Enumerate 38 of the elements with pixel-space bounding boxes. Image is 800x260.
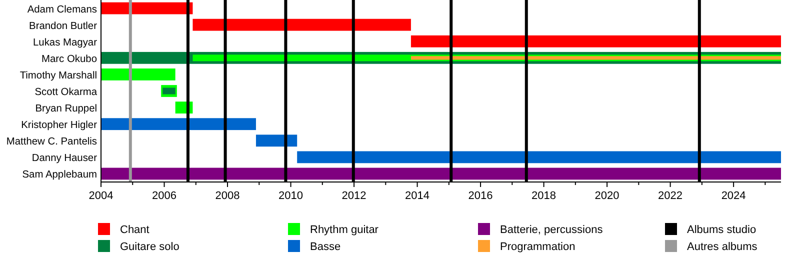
bar xyxy=(410,56,781,60)
bar xyxy=(297,151,781,164)
y-tick-label: Bryan Ruppel xyxy=(35,104,97,115)
y-tick-label: Matthew C. Pantelis xyxy=(6,136,97,148)
legend-label: Guitare solo xyxy=(120,241,180,253)
y-tick-label: Lukas Magyar xyxy=(33,37,98,48)
legend-label: Basse xyxy=(310,241,341,253)
legend-label: Batterie, percussions xyxy=(500,224,604,236)
legend-label: Autres albums xyxy=(687,241,758,253)
y-tick-label: Adam Clemans xyxy=(27,4,97,16)
bar xyxy=(256,134,298,147)
legend-label: Rhythm guitar xyxy=(310,224,379,236)
x-tick-label: 2014 xyxy=(405,190,430,202)
y-tick-label: Danny Hauser xyxy=(32,153,98,164)
x-tick-label: 2022 xyxy=(658,190,683,202)
x-tick-label: 2018 xyxy=(532,190,556,202)
x-tick-label: 2010 xyxy=(278,190,304,202)
bar xyxy=(101,68,176,80)
y-tick-label: Scott Okarma xyxy=(34,87,98,98)
legend-label: Chant xyxy=(120,224,150,236)
y-tick-label: Marc Okubo xyxy=(42,54,98,65)
y-tick-label: Brandon Butler xyxy=(29,20,98,32)
x-tick-label: 2024 xyxy=(721,190,746,202)
bar xyxy=(192,18,411,31)
x-tick-label: 2004 xyxy=(88,190,114,202)
y-tick-label: Kristopher Higler xyxy=(21,120,98,132)
bar xyxy=(101,168,781,180)
x-tick-label: 2012 xyxy=(342,190,366,202)
x-tick-label: 2008 xyxy=(215,190,240,202)
x-tick-label: 2016 xyxy=(468,190,493,202)
legend-label: Albums studio xyxy=(687,224,756,236)
y-tick-label: Sam Applebaum xyxy=(22,170,97,181)
x-tick-label: 2006 xyxy=(152,190,176,202)
bar xyxy=(101,118,256,130)
x-tick-label: 2020 xyxy=(594,190,620,202)
bar xyxy=(410,35,781,48)
y-tick-label: Timothy Marshall xyxy=(20,70,97,82)
legend-label: Programmation xyxy=(500,241,576,253)
